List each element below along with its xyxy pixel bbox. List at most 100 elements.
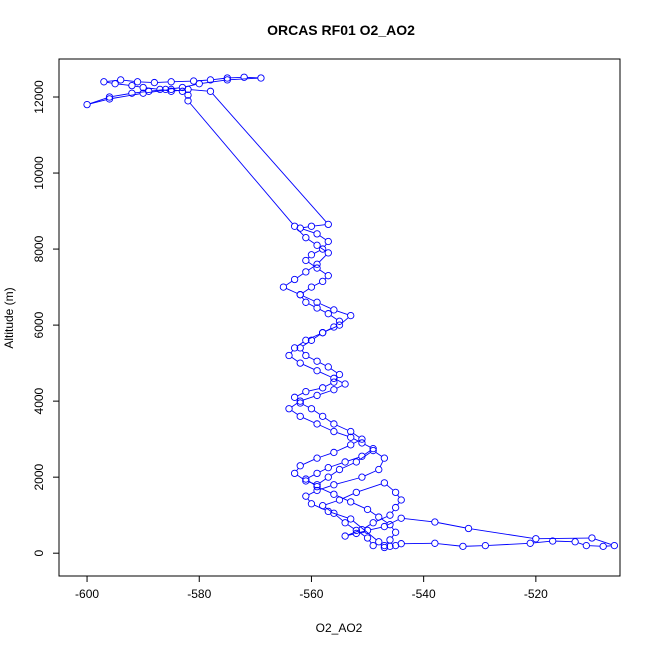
data-point [391, 488, 400, 497]
data-point [347, 515, 355, 523]
y-tick-label: 0 [32, 550, 46, 557]
data-point [184, 91, 192, 99]
data-point [375, 538, 383, 546]
data-point [380, 454, 389, 462]
data-point [347, 498, 355, 506]
data-point [302, 387, 310, 396]
series-segment [319, 478, 326, 484]
data-point [324, 310, 332, 318]
data-point [319, 384, 327, 392]
series-segment [353, 502, 365, 509]
series-segment [370, 526, 382, 531]
series-segment [319, 235, 326, 241]
series-segment [319, 487, 332, 494]
data-point [302, 475, 310, 483]
series-segment [290, 350, 294, 354]
data-point [290, 393, 299, 401]
series-segment [297, 392, 304, 397]
data-point [206, 76, 215, 84]
y-axis: 0 2000 4000 6000 8000 10000 12000 [32, 80, 59, 557]
series-segment [213, 77, 225, 80]
data-point [330, 374, 338, 382]
data-point [363, 526, 372, 535]
data-point [358, 452, 366, 460]
data-point [313, 454, 321, 462]
data-point [302, 298, 310, 306]
series-segment [379, 460, 384, 467]
data-point [319, 502, 327, 510]
data-point [128, 89, 136, 97]
data-point [178, 87, 187, 95]
data-point [324, 507, 332, 516]
series-segment [286, 287, 298, 294]
data-point [156, 85, 164, 94]
data-point [161, 85, 170, 94]
data-point [133, 78, 142, 86]
series-segment [308, 265, 315, 271]
series-segment [308, 333, 320, 340]
data-point [313, 357, 321, 365]
data-point [397, 496, 405, 504]
y-tick-label: 6000 [32, 311, 46, 338]
data-point [330, 448, 338, 457]
data-point [341, 380, 349, 388]
series-segment [336, 445, 348, 452]
data-point [380, 479, 389, 487]
data-point [319, 277, 327, 286]
data-point [352, 529, 360, 538]
data-point [319, 329, 327, 337]
data-point [375, 465, 383, 474]
x-axis-label: O2_AO2 [316, 621, 363, 635]
data-point [178, 83, 187, 92]
series-segment [348, 533, 354, 536]
data-point [150, 78, 159, 87]
data-point [307, 222, 316, 230]
data-point [285, 405, 293, 413]
data-point [195, 80, 203, 88]
y-axis-label: Altitude (m) [2, 287, 16, 348]
series-segment [296, 468, 299, 472]
series-segment [303, 228, 315, 234]
series-segment [308, 474, 315, 479]
data-point [358, 439, 366, 447]
data-point [347, 427, 355, 436]
data-point [105, 95, 114, 103]
data-point [330, 386, 338, 394]
data-point [599, 542, 607, 550]
data-point [352, 458, 360, 466]
series-segment [324, 243, 327, 247]
series-segment [555, 540, 572, 543]
series-segment [330, 315, 338, 320]
data-point [223, 76, 231, 84]
data-point [290, 469, 299, 478]
data-point [369, 541, 377, 550]
series-points [83, 73, 619, 552]
series-segment [471, 528, 533, 539]
data-point [313, 483, 321, 491]
series-segment [539, 537, 589, 540]
series-segment [336, 379, 343, 383]
series-segment [302, 288, 310, 294]
series-segment [308, 303, 315, 307]
series-segment [314, 224, 326, 227]
series-segment [353, 432, 360, 438]
series-segment [135, 85, 141, 88]
series-segment [314, 250, 321, 254]
series-segment [291, 356, 298, 362]
series-segment [375, 451, 382, 457]
data-point [307, 336, 316, 344]
data-point [391, 503, 400, 512]
x-tick-label: -580 [187, 587, 211, 601]
data-point [330, 306, 338, 314]
data-point [352, 526, 360, 535]
series-segment [594, 538, 612, 545]
series-segment [437, 522, 466, 529]
data-point [302, 268, 310, 276]
data-point [128, 81, 136, 90]
data-point [117, 76, 125, 84]
data-point [290, 344, 299, 352]
data-point [330, 490, 338, 498]
series-segment [319, 309, 326, 313]
series-segment [391, 534, 395, 538]
data-point [397, 514, 405, 522]
